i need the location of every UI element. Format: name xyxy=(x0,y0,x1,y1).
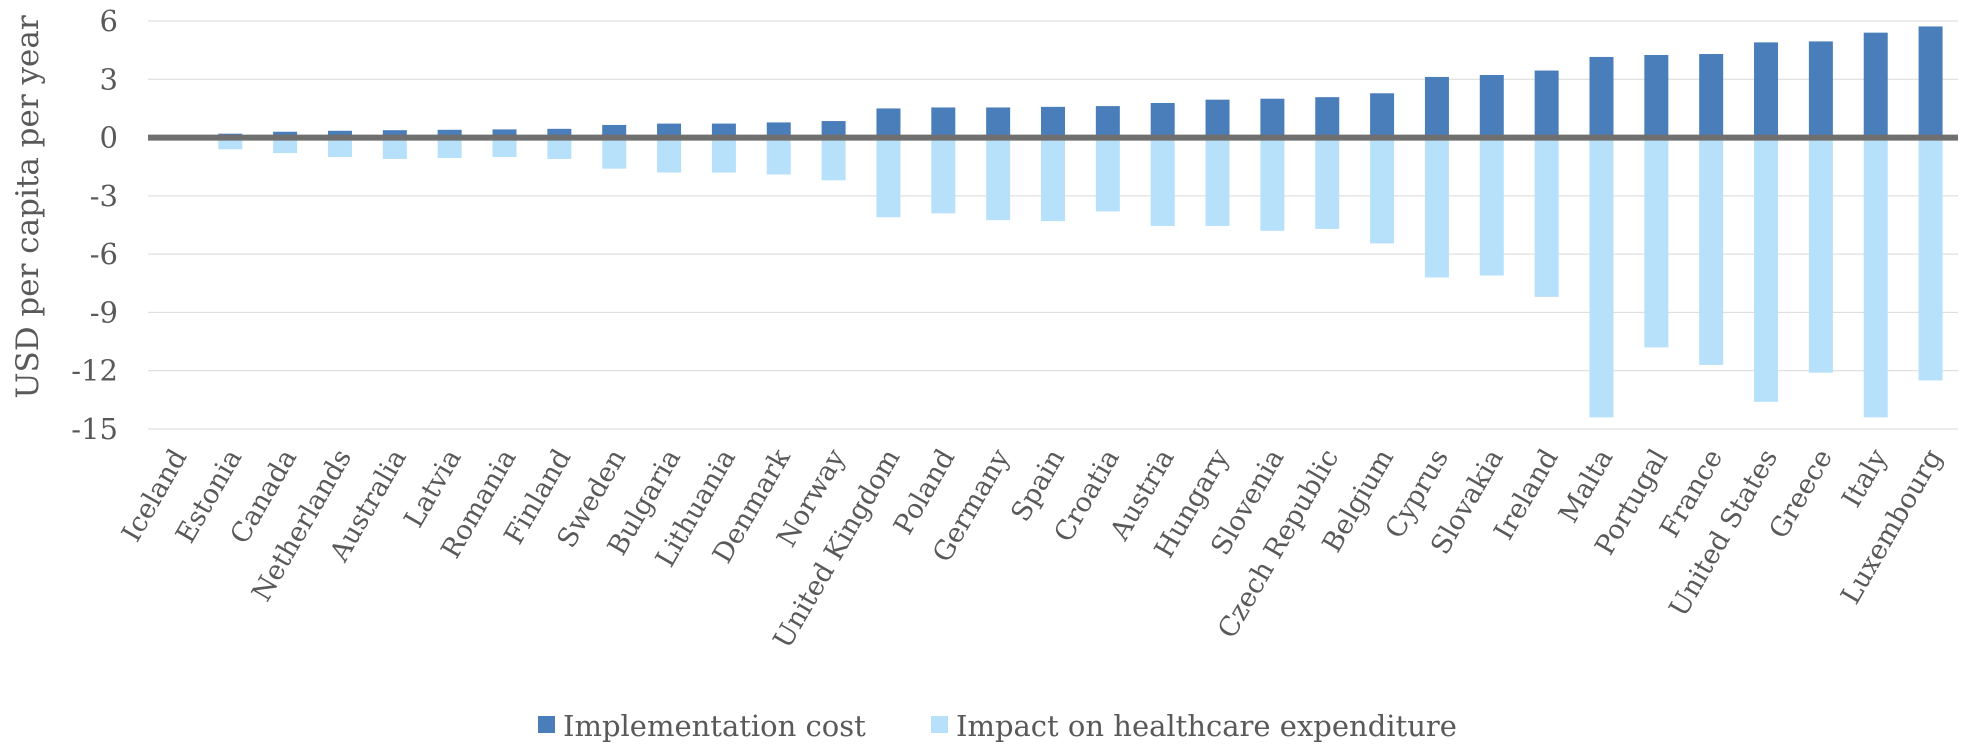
bar-implementation-cost-croatia xyxy=(1095,106,1120,138)
bar-implementation-cost-romania xyxy=(492,129,517,138)
y-axis-title: USD per capita per year xyxy=(10,15,46,399)
bar-healthcare-impact-sweden xyxy=(602,137,627,169)
bar-implementation-cost-united-kingdom xyxy=(876,108,901,138)
bar-implementation-cost-cyprus xyxy=(1424,76,1449,138)
x-category-label: Italy xyxy=(1836,443,1894,512)
bar-implementation-cost-ireland xyxy=(1534,70,1559,138)
bar-implementation-cost-malta xyxy=(1589,56,1614,138)
legend: Implementation cost Impact on healthcare… xyxy=(538,709,1457,743)
y-tick-label: 3 xyxy=(100,62,118,96)
y-tick-label: -9 xyxy=(90,295,118,329)
bar-implementation-cost-slovakia xyxy=(1479,75,1504,138)
y-tick-label: -6 xyxy=(90,237,118,271)
bars xyxy=(218,26,1943,418)
bar-implementation-cost-slovenia xyxy=(1260,98,1285,138)
bar-implementation-cost-poland xyxy=(931,107,956,138)
y-tick-label: -12 xyxy=(71,354,118,388)
bar-implementation-cost-germany xyxy=(986,107,1011,138)
bar-healthcare-impact-finland xyxy=(547,137,572,159)
bar-healthcare-impact-luxembourg xyxy=(1918,137,1943,381)
bar-implementation-cost-bulgaria xyxy=(657,123,682,138)
bar-implementation-cost-austria xyxy=(1150,102,1175,138)
bar-implementation-cost-lithuania xyxy=(711,123,736,138)
bar-implementation-cost-portugal xyxy=(1644,55,1669,138)
legend-label-impact-on-healthcare-expenditure: Impact on healthcare expenditure xyxy=(956,709,1457,743)
bar-implementation-cost-latvia xyxy=(437,129,462,138)
bar-implementation-cost-france xyxy=(1699,54,1724,138)
bar-healthcare-impact-croatia xyxy=(1095,137,1120,212)
bar-healthcare-impact-germany xyxy=(986,137,1011,221)
bar-implementation-cost-belgium xyxy=(1370,93,1395,138)
bar-healthcare-impact-bulgaria xyxy=(657,137,682,173)
y-tick-label: -15 xyxy=(71,412,118,446)
legend-swatch-impact-on-healthcare-expenditure xyxy=(931,716,948,733)
bar-implementation-cost-sweden xyxy=(602,124,627,138)
bar-healthcare-impact-canada xyxy=(273,137,298,154)
bar-implementation-cost-finland xyxy=(547,128,572,138)
bar-healthcare-impact-latvia xyxy=(437,137,462,158)
bar-implementation-cost-spain xyxy=(1041,106,1065,138)
bar-healthcare-impact-slovenia xyxy=(1260,137,1285,231)
bar-healthcare-impact-spain xyxy=(1041,137,1065,222)
bar-implementation-cost-czech-republic xyxy=(1315,97,1340,138)
bar-healthcare-impact-malta xyxy=(1589,137,1614,418)
gridlines xyxy=(148,20,1958,430)
bar-healthcare-impact-greece xyxy=(1808,137,1833,373)
bar-healthcare-impact-hungary xyxy=(1205,137,1230,226)
bar-healthcare-impact-lithuania xyxy=(711,137,736,173)
bar-implementation-cost-united-states xyxy=(1754,42,1779,138)
bar-healthcare-impact-france xyxy=(1699,137,1724,365)
bar-healthcare-impact-czech-republic xyxy=(1315,137,1340,229)
bar-healthcare-impact-norway xyxy=(821,137,846,181)
bar-implementation-cost-netherlands xyxy=(327,130,352,138)
bar-implementation-cost-australia xyxy=(382,130,407,138)
bar-healthcare-impact-portugal xyxy=(1644,137,1669,348)
bar-healthcare-impact-slovakia xyxy=(1479,137,1504,276)
bar-implementation-cost-denmark xyxy=(766,122,791,138)
bar-healthcare-impact-australia xyxy=(382,137,407,159)
bar-healthcare-impact-estonia xyxy=(218,137,243,150)
bar-implementation-cost-luxembourg xyxy=(1918,26,1943,138)
bar-healthcare-impact-united-kingdom xyxy=(876,137,901,218)
y-tick-label: 0 xyxy=(100,121,118,155)
bar-healthcare-impact-belgium xyxy=(1370,137,1395,244)
y-tick-label: 6 xyxy=(100,4,118,38)
bar-implementation-cost-italy xyxy=(1863,32,1888,138)
bar-healthcare-impact-ireland xyxy=(1534,137,1559,297)
bar-implementation-cost-hungary xyxy=(1205,99,1230,138)
bar-healthcare-impact-romania xyxy=(492,137,517,157)
bar-healthcare-impact-austria xyxy=(1150,137,1175,226)
bar-healthcare-impact-denmark xyxy=(766,137,791,175)
bar-healthcare-impact-poland xyxy=(931,137,956,214)
bar-healthcare-impact-cyprus xyxy=(1424,137,1449,278)
y-tick-label: -3 xyxy=(90,179,118,213)
x-axis-categories: IcelandEstoniaCanadaNetherlandsAustralia… xyxy=(116,443,1949,653)
bar-implementation-cost-norway xyxy=(821,121,846,138)
bar-healthcare-impact-netherlands xyxy=(327,137,352,157)
bar-implementation-cost-greece xyxy=(1808,41,1833,138)
y-axis-ticks: 6 3 0 -3 -6 -9 -12 -15 xyxy=(71,4,118,446)
bar-healthcare-impact-united-states xyxy=(1754,137,1779,402)
bar-healthcare-impact-italy xyxy=(1863,137,1888,418)
legend-swatch-implementation-cost xyxy=(538,716,555,733)
legend-label-implementation-cost: Implementation cost xyxy=(563,709,866,743)
